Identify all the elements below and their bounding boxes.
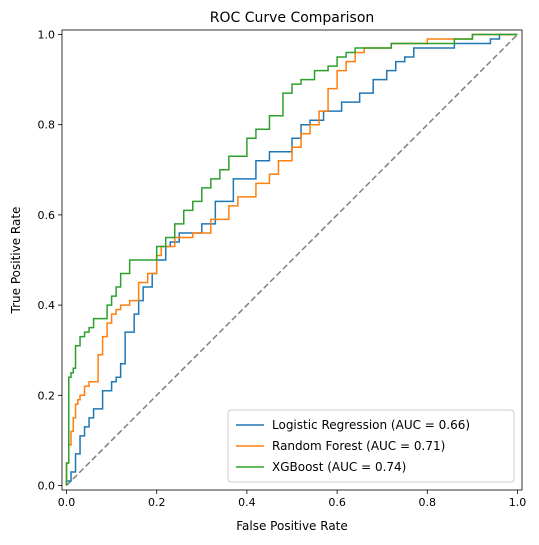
reference-diagonal-line xyxy=(65,33,519,487)
y-tick-label: 1.0 xyxy=(38,29,56,42)
legend: Logistic Regression (AUC = 0.66) Random F… xyxy=(227,409,515,483)
y-axis-label: True Positive Rate xyxy=(9,207,23,315)
x-tick-label: 1.0 xyxy=(509,496,527,509)
plot-frame xyxy=(61,29,523,491)
series-line-2 xyxy=(65,33,518,486)
series-line-0 xyxy=(65,33,518,486)
x-tick-label: 0.8 xyxy=(419,496,437,509)
y-tick-label: 0.2 xyxy=(38,389,56,402)
chart-title: ROC Curve Comparison xyxy=(210,10,375,26)
legend-label-0: Logistic Regression (AUC = 0.66) xyxy=(272,418,470,432)
series-line-1 xyxy=(65,33,518,486)
x-tick-label: 0.2 xyxy=(148,496,166,509)
x-tick-label: 0.0 xyxy=(58,496,76,509)
y-tick-label: 0.0 xyxy=(38,479,56,492)
x-axis-label: False Positive Rate xyxy=(236,519,348,533)
y-tick-label: 0.8 xyxy=(38,119,56,132)
y-tick-label: 0.4 xyxy=(38,299,56,312)
x-tick-label: 0.6 xyxy=(328,496,346,509)
legend-box xyxy=(227,409,515,483)
x-tick-label: 0.4 xyxy=(238,496,256,509)
legend-label-2: XGBoost (AUC = 0.74) xyxy=(272,460,406,474)
legend-label-1: Random Forest (AUC = 0.71) xyxy=(272,439,445,453)
y-tick-label: 0.6 xyxy=(38,209,56,222)
